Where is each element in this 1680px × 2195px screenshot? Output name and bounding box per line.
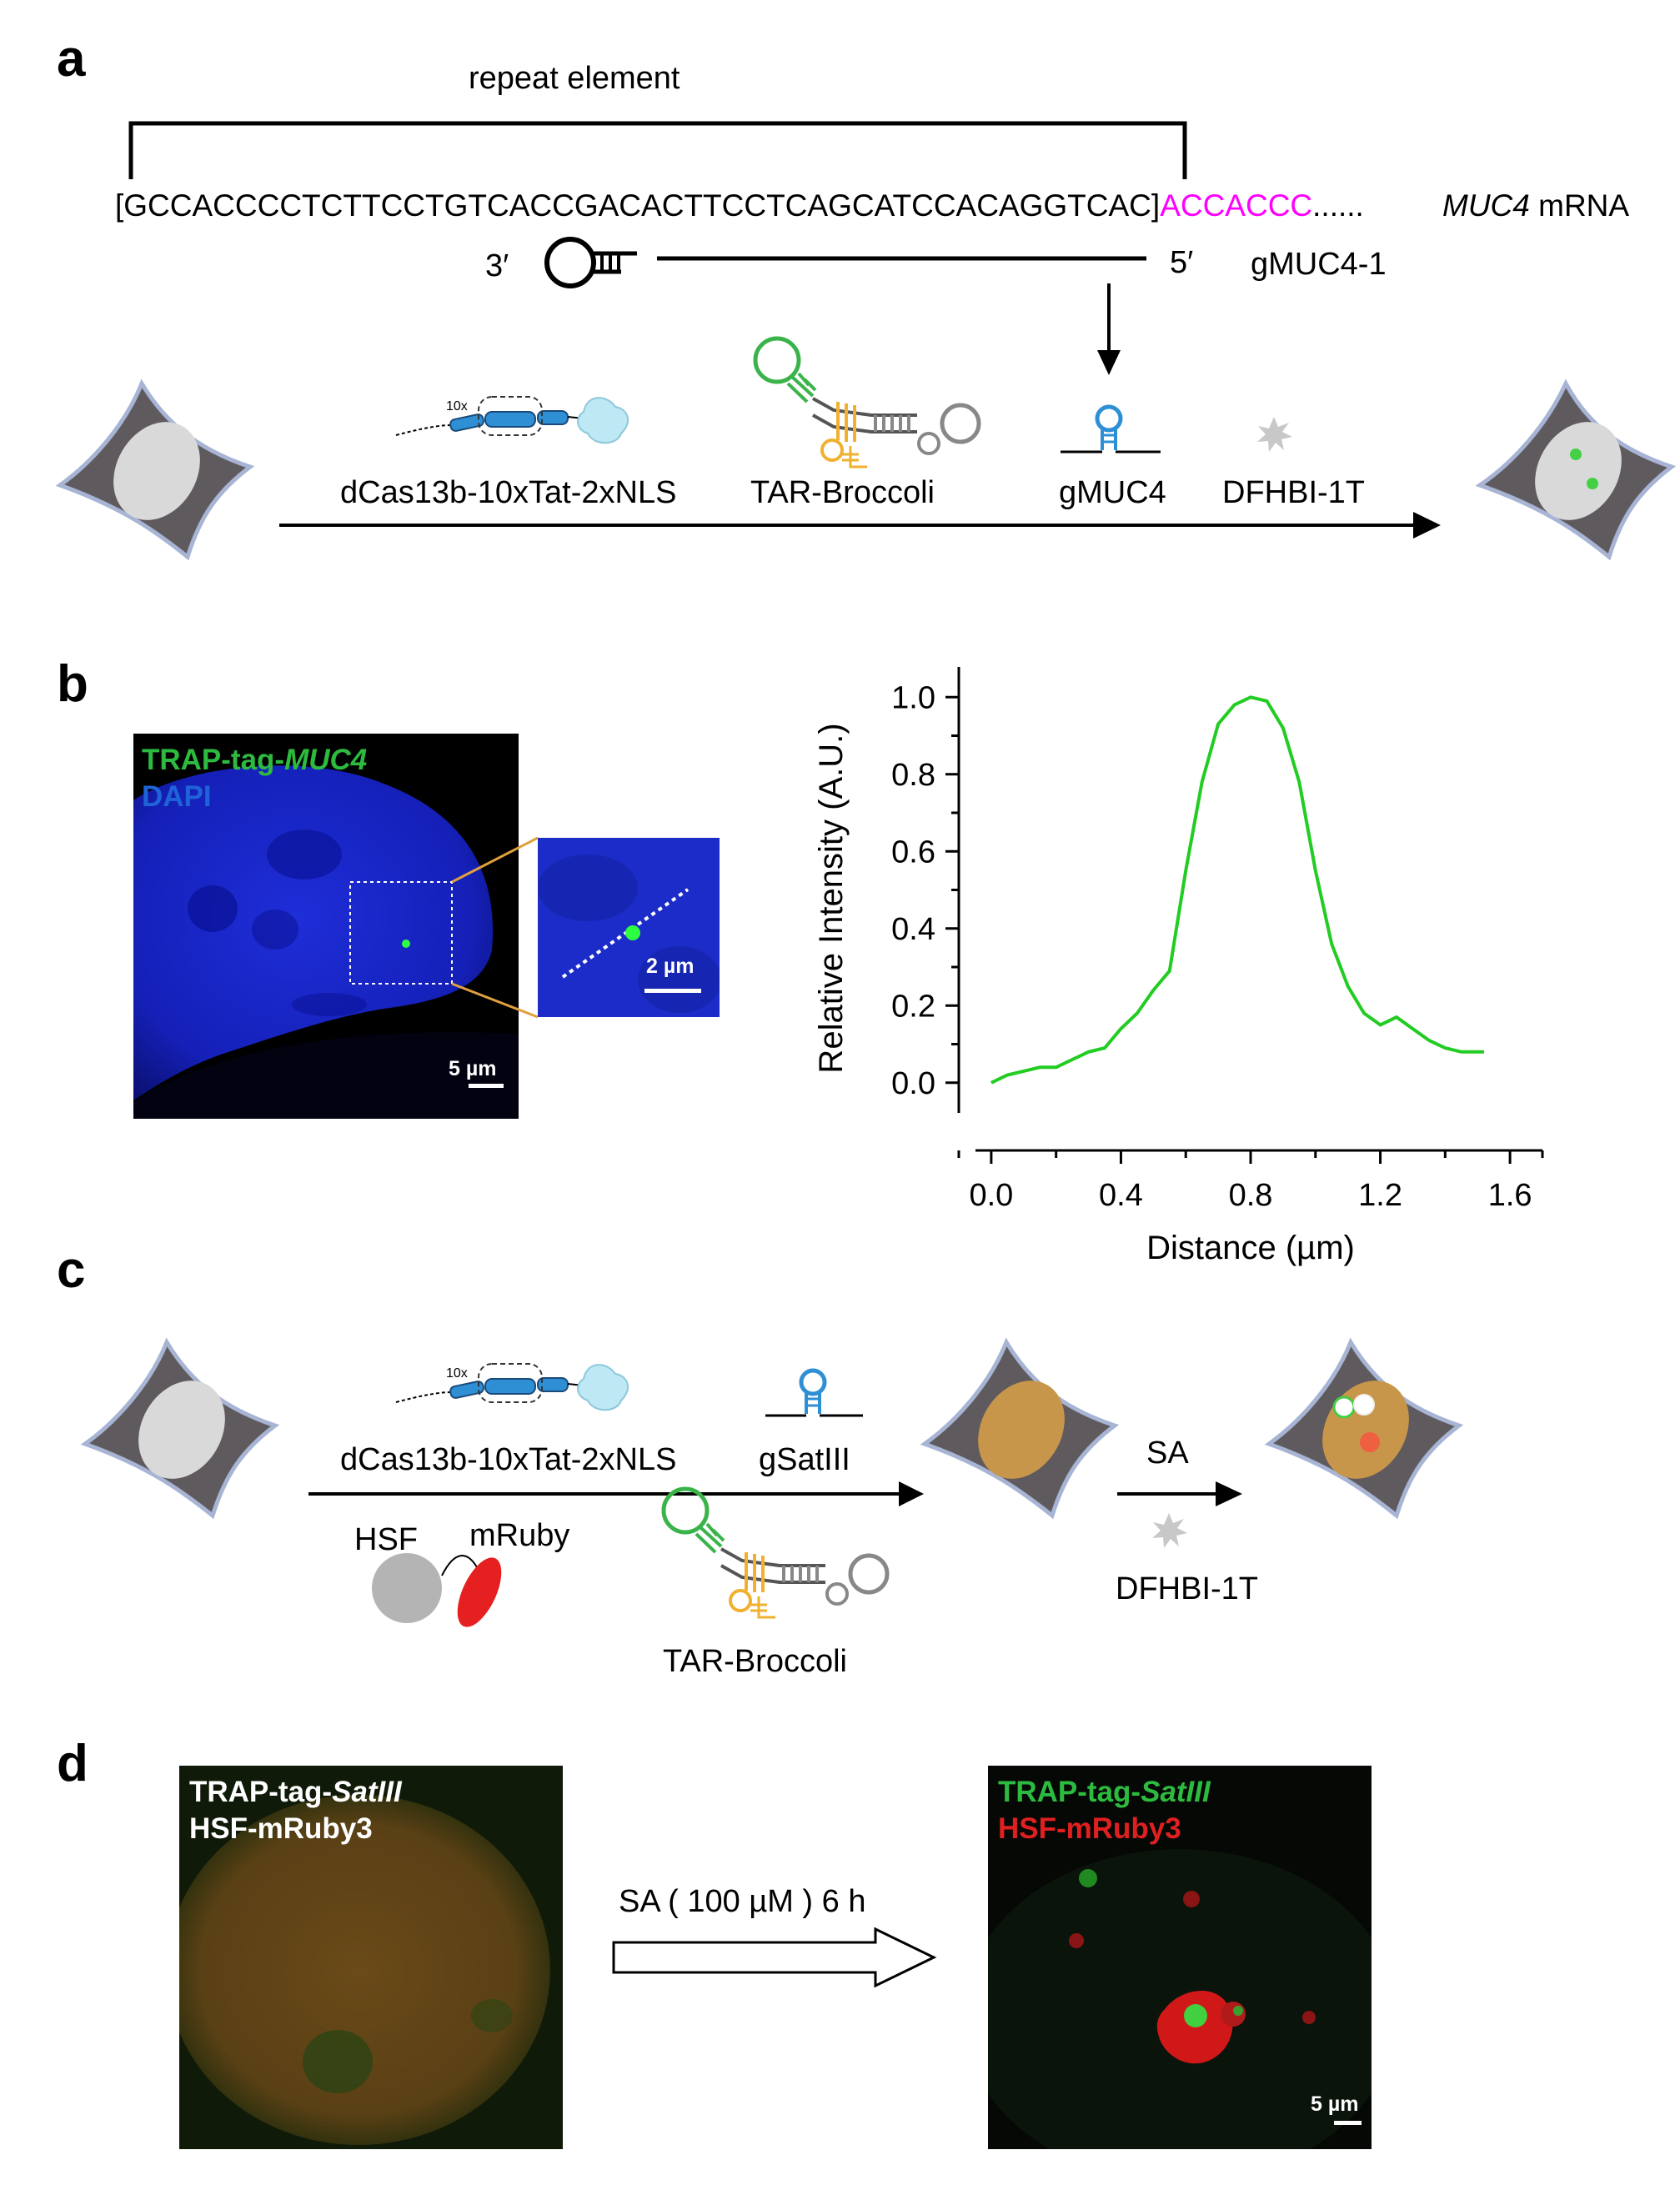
- y-axis-label: Relative Intensity (A.U.): [813, 723, 850, 1073]
- after-label-prefix: TRAP-tag-: [998, 1776, 1141, 1808]
- before-label-2: HSF-mRuby3: [189, 1812, 373, 1845]
- c-guide-label: gSatIII: [759, 1442, 850, 1477]
- y-tick-label: 0.2: [891, 989, 935, 1024]
- y-tick-label: 0.0: [891, 1066, 935, 1101]
- after-scale-label: 5 µm: [1311, 2092, 1359, 2116]
- x-axis-label: Distance (µm): [1146, 1230, 1355, 1266]
- guide-name: gMUC4-1: [1251, 247, 1387, 282]
- panel-d-label: d: [57, 1735, 88, 1792]
- mrna-label: MUC4 mRNA: [1442, 190, 1629, 221]
- guide-3prime: 3′: [485, 248, 509, 283]
- micrograph-label-green: TRAP-tag-MUC4: [142, 744, 367, 777]
- scale-bar-inset-label: 2 µm: [646, 955, 695, 978]
- micrograph-inset: 2 µm: [538, 838, 720, 1017]
- x-tick-label: 0.4: [1099, 1178, 1143, 1213]
- x-tick-label: 0.8: [1229, 1178, 1273, 1213]
- mrna-gene: MUC4: [1442, 188, 1530, 223]
- scale-bar-main-label: 5 µm: [449, 1057, 497, 1080]
- cell-middle-c: [920, 1337, 1120, 1520]
- y-tick-label: 1.0: [891, 680, 935, 715]
- zoom-lines: [451, 836, 539, 1019]
- micrograph-before-art: [179, 1795, 550, 2145]
- panel-c-graphics: 10x: [80, 1337, 1464, 1627]
- mrna-sequence: [GCCACCCCTCTTCCTGTCACCGACACTTCCTCAGCATCC…: [115, 190, 1364, 221]
- before-label-gene: SatIII: [332, 1776, 402, 1808]
- c-mruby-label: mRuby: [469, 1518, 570, 1553]
- micrograph-muc4-art: [133, 765, 519, 1119]
- intensity-chart: 0.0 0.2 0.4 0.6 0.8 1.0 0.0 0.4 0.8 1.2 1.6 Distan…: [813, 667, 1544, 1266]
- sequence-highlight: ACCACCC: [1160, 188, 1313, 223]
- label-green-prefix: TRAP-tag-: [142, 744, 285, 776]
- component-tar: TAR-Broccoli: [750, 475, 935, 510]
- micrograph-muc4: TRAP-tag-MUC4 DAPI 5 µm: [133, 734, 519, 1119]
- panel-c-label: c: [57, 1241, 86, 1299]
- after-label-2: HSF-mRuby3: [998, 1812, 1181, 1845]
- mrna-suffix: mRNA: [1529, 188, 1630, 223]
- x-tick-label: 1.2: [1358, 1178, 1402, 1213]
- cell-left-a: [55, 378, 255, 561]
- repeat-bracket: [128, 121, 1187, 179]
- c-treatment-label: SA: [1146, 1436, 1189, 1471]
- series-line: [990, 695, 1484, 1085]
- tar-broccoli-icon: [753, 336, 981, 469]
- before-label-prefix: TRAP-tag-: [189, 1776, 333, 1808]
- micrograph-after-art: [988, 1849, 1372, 2149]
- hsf-mruby-icon: [372, 1553, 502, 1627]
- chart-axes: [957, 667, 1542, 1152]
- y-tick-label: 0.4: [891, 912, 935, 947]
- y-tick-label: 0.8: [891, 758, 935, 793]
- gmuc4-guide-icon: [1061, 404, 1161, 454]
- component-dye: DFHBI-1T: [1222, 475, 1365, 510]
- guide-5prime: 5′: [1170, 245, 1194, 280]
- chart-ticks: 0.0 0.2 0.4 0.6 0.8 1.0 0.0 0.4 0.8 1.2 1.6: [891, 680, 1544, 1213]
- dcas-10x-label-c: 10x: [446, 1366, 468, 1381]
- after-label-1: TRAP-tag-SatIII: [998, 1776, 1211, 1809]
- micrograph-label-blue: DAPI: [142, 780, 212, 813]
- dcas-protein-icon-c: [395, 1363, 629, 1411]
- after-label-gene: SatIII: [1141, 1776, 1211, 1808]
- arrow-down-head: [1097, 350, 1121, 375]
- component-dcas: dCas13b-10xTat-2xNLS: [340, 475, 677, 510]
- micrograph-before: TRAP-tag-SatIII HSF-mRuby3: [179, 1766, 563, 2149]
- x-tick-label: 1.6: [1488, 1178, 1532, 1213]
- cell-right-a: [1475, 378, 1677, 561]
- tar-broccoli-icon-c: [661, 1486, 890, 1619]
- micrograph-inset-art: [538, 854, 720, 1013]
- x-tick-label: 0.0: [969, 1178, 1013, 1213]
- c-hsf-label: HSF: [354, 1522, 418, 1557]
- panel-b-label: b: [57, 655, 88, 713]
- sequence-repeat: [GCCACCCCTCTTCCTGTCACCGACACTTCCTCAGCATCC…: [115, 188, 1161, 223]
- dcas-10x-label: 10x: [446, 399, 468, 413]
- panel-a-label: a: [57, 30, 86, 88]
- label-green-gene: MUC4: [284, 744, 368, 776]
- dfhbi-dye-icon: [1257, 417, 1292, 452]
- dfhbi-dye-icon-c: [1152, 1513, 1187, 1548]
- panel-a-graphics: 10x: [55, 121, 1677, 561]
- micrograph-after: TRAP-tag-SatIII HSF-mRuby3 5 µm: [988, 1766, 1372, 2149]
- d-hollow-arrow: [612, 1927, 937, 1988]
- cell-right-c: [1264, 1337, 1464, 1520]
- dcas-protein-icon: [395, 396, 629, 444]
- c-dye-label: DFHBI-1T: [1116, 1571, 1258, 1606]
- before-label-1: TRAP-tag-SatIII: [189, 1776, 402, 1809]
- cell-left-c: [80, 1337, 280, 1520]
- component-guide: gMUC4: [1059, 475, 1166, 510]
- guide-hairpin: [544, 237, 637, 288]
- y-tick-label: 0.6: [891, 834, 935, 869]
- d-treatment-label: SA ( 100 µM ) 6 h: [619, 1884, 866, 1919]
- c-dcas-label: dCas13b-10xTat-2xNLS: [340, 1442, 677, 1477]
- sequence-ellipsis: ......: [1312, 188, 1364, 223]
- repeat-element-label: repeat element: [469, 61, 680, 96]
- c-tar-label: TAR-Broccoli: [663, 1644, 847, 1679]
- gsatiii-guide-icon: [765, 1368, 863, 1417]
